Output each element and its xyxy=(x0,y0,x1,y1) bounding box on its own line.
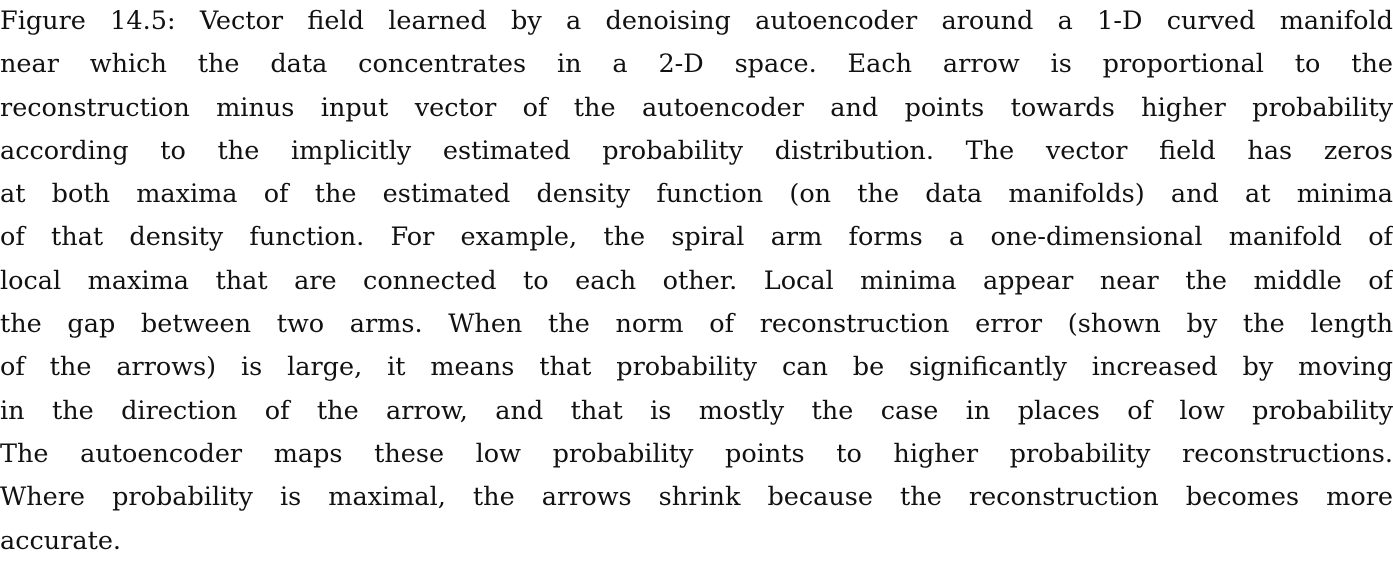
caption-line: local maxima that are connected to each … xyxy=(0,265,1393,296)
caption-line: of that density function. For example, t… xyxy=(0,222,1393,253)
caption-line: in the direction of the arrow, and that … xyxy=(0,395,1393,426)
caption-line: reconstruction minus input vector of the… xyxy=(0,92,1393,123)
caption-line: Figure 14.5: Vector field learned by a d… xyxy=(0,6,1393,36)
caption-line: according to the implicitly estimated pr… xyxy=(0,135,1393,166)
caption-line: accurate. xyxy=(0,525,122,556)
caption-line: Where probability is maximal, the arrows… xyxy=(0,482,1393,513)
caption-line: at both maxima of the estimated density … xyxy=(0,179,1393,210)
caption-line: near which the data concentrates in a 2-… xyxy=(0,49,1393,80)
caption-line: the gap between two arms. When the norm … xyxy=(0,309,1393,340)
caption-line: The autoencoder maps these low probabili… xyxy=(0,438,1393,469)
caption-line: of the arrows) is large, it means that p… xyxy=(0,352,1393,383)
